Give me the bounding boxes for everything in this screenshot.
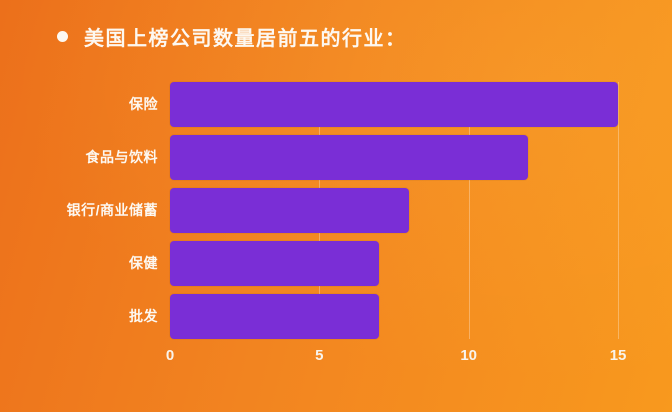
x-axis: 0 5 10 15: [166, 347, 630, 369]
bar-area: [170, 135, 630, 180]
category-label: 银行/商业储蓄: [66, 202, 158, 218]
title-row: 美国上榜公司数量居前五的行业：: [57, 22, 672, 50]
bar: [170, 135, 529, 180]
bar-row: 食品与饮料: [0, 135, 672, 180]
bar-area: [170, 82, 630, 127]
x-tick-label: 10: [460, 347, 478, 364]
bar: [170, 188, 409, 233]
category-label: 保健: [129, 255, 158, 271]
bar-area: [170, 294, 630, 339]
bar-area: [170, 188, 630, 233]
bar: [170, 294, 380, 339]
bar-area: [170, 241, 630, 286]
bar-row: 保健: [0, 241, 672, 286]
bar-chart: 保险食品与饮料银行/商业储蓄保健批发 0 5 10 15: [0, 82, 672, 369]
bar-row: 银行/商业储蓄: [0, 188, 672, 233]
category-label: 批发: [129, 308, 158, 324]
x-tick-label: 5: [315, 347, 324, 364]
bar-row: 保险: [0, 82, 672, 127]
x-tick-label: 15: [609, 347, 627, 364]
category-label: 保险: [129, 96, 158, 112]
bullet-icon: [57, 30, 68, 42]
bar-row: 批发: [0, 294, 672, 339]
bar-rows: 保险食品与饮料银行/商业储蓄保健批发: [0, 82, 672, 339]
category-label: 食品与饮料: [85, 149, 158, 165]
page-title: 美国上榜公司数量居前五的行业：: [84, 27, 407, 50]
bar: [170, 241, 380, 286]
x-tick-label: 0: [165, 347, 175, 364]
bar: [170, 82, 619, 127]
